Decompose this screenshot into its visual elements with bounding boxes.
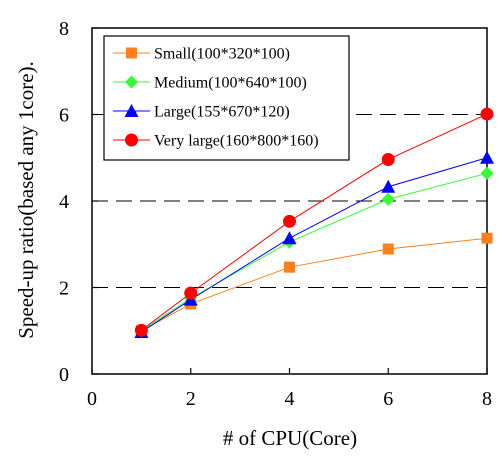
legend-label: Small(100*320*100): [154, 46, 290, 63]
data-point-square: [382, 243, 394, 255]
data-point-circle: [480, 107, 494, 121]
data-point-square: [126, 47, 137, 59]
data-point-circle: [283, 214, 296, 228]
data-point-triangle: [381, 179, 396, 193]
data-point-diamond: [125, 75, 138, 89]
data-point-circle: [134, 323, 148, 337]
data-point-triangle: [282, 231, 297, 245]
x-axis-title: # of CPU(Core): [223, 426, 357, 450]
legend-label: Very large(160*800*160): [154, 133, 319, 150]
x-tick-label: 2: [186, 388, 196, 410]
legend-box: [103, 35, 350, 161]
data-point-triangle: [480, 150, 494, 164]
y-tick-label: 4: [59, 191, 69, 213]
y-tick-label: 0: [59, 364, 69, 386]
series-layer: [134, 107, 494, 339]
data-point-diamond: [381, 192, 395, 206]
axis-ticks: 0 2 4 6 8 0 2 4 6 8: [59, 18, 492, 410]
data-point-circle: [381, 152, 395, 166]
legend: Small(100*320*100) Medium(100*640*100) Lar…: [103, 35, 350, 161]
data-point-square: [481, 232, 493, 244]
data-point-circle: [125, 133, 138, 147]
legend-label: Large(155*670*120): [154, 104, 290, 121]
x-tick-label: 4: [285, 388, 295, 410]
x-tick-label: 0: [87, 388, 97, 410]
data-point-square: [284, 261, 295, 273]
y-tick-label: 8: [59, 18, 69, 40]
y-tick-label: 2: [59, 278, 69, 300]
x-tick-label: 8: [482, 388, 492, 410]
legend-label: Medium(100*640*100): [154, 75, 307, 92]
y-tick-label: 6: [59, 105, 69, 127]
data-point-circle: [184, 286, 198, 300]
x-tick-label: 6: [383, 388, 393, 410]
data-point-diamond: [480, 166, 494, 180]
y-axis-title: Speed-up ratio(based any 1core).: [14, 61, 38, 339]
data-point-triangle: [124, 104, 139, 117]
series: [134, 107, 494, 337]
